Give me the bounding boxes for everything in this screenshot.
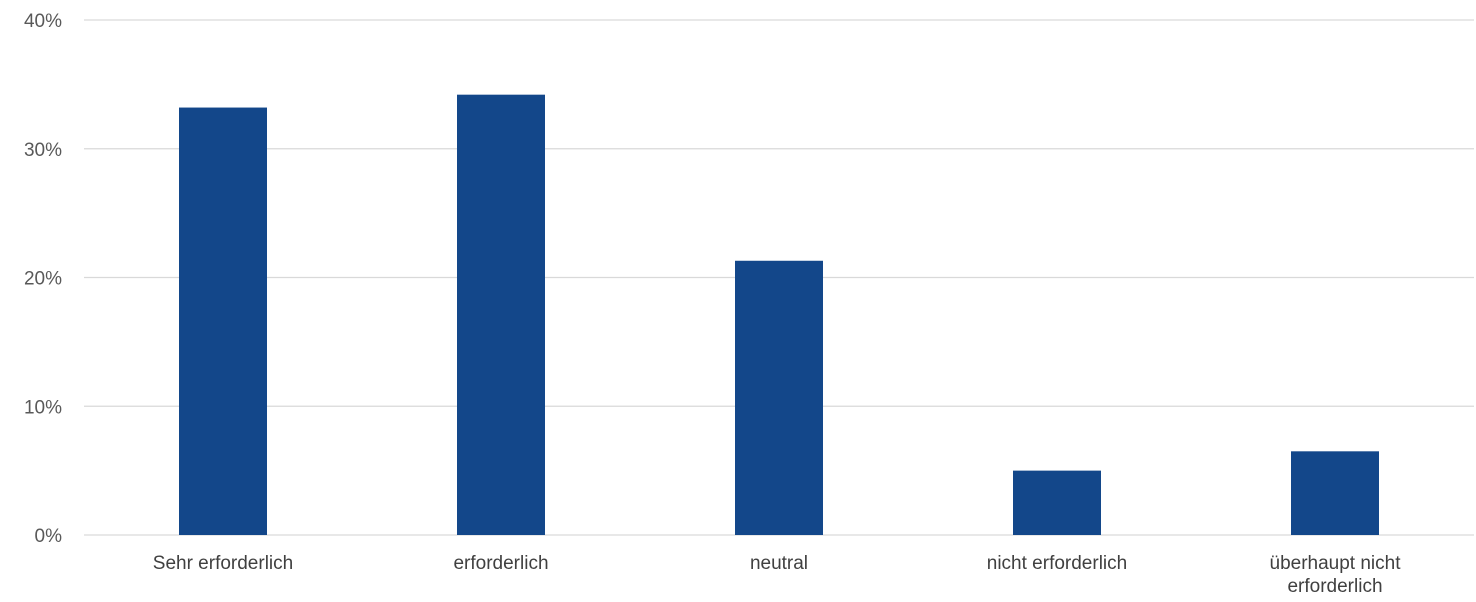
y-tick-label: 20% [24,269,62,290]
x-category-label: Sehr erforderlich [153,553,293,574]
x-category-label: erforderlich [453,553,548,574]
y-axis-tick-labels: 0% 10% 20% 30% 40% [24,11,62,547]
bar [179,107,267,536]
bar [457,94,545,536]
y-tick-label: 40% [24,11,62,32]
bars [179,94,1379,536]
x-category-label: überhaupt nicht erforderlich [1270,553,1402,597]
bar [1291,451,1379,535]
x-category-label: neutral [750,553,808,574]
bar [1013,470,1101,535]
bar [735,260,823,535]
y-tick-label: 0% [35,526,63,547]
x-category-label: nicht erforderlich [987,553,1127,574]
y-tick-label: 10% [24,397,62,418]
y-tick-label: 30% [24,140,62,161]
x-axis-category-labels: Sehr erforderlich erforderlich neutral nich… [153,553,1401,597]
